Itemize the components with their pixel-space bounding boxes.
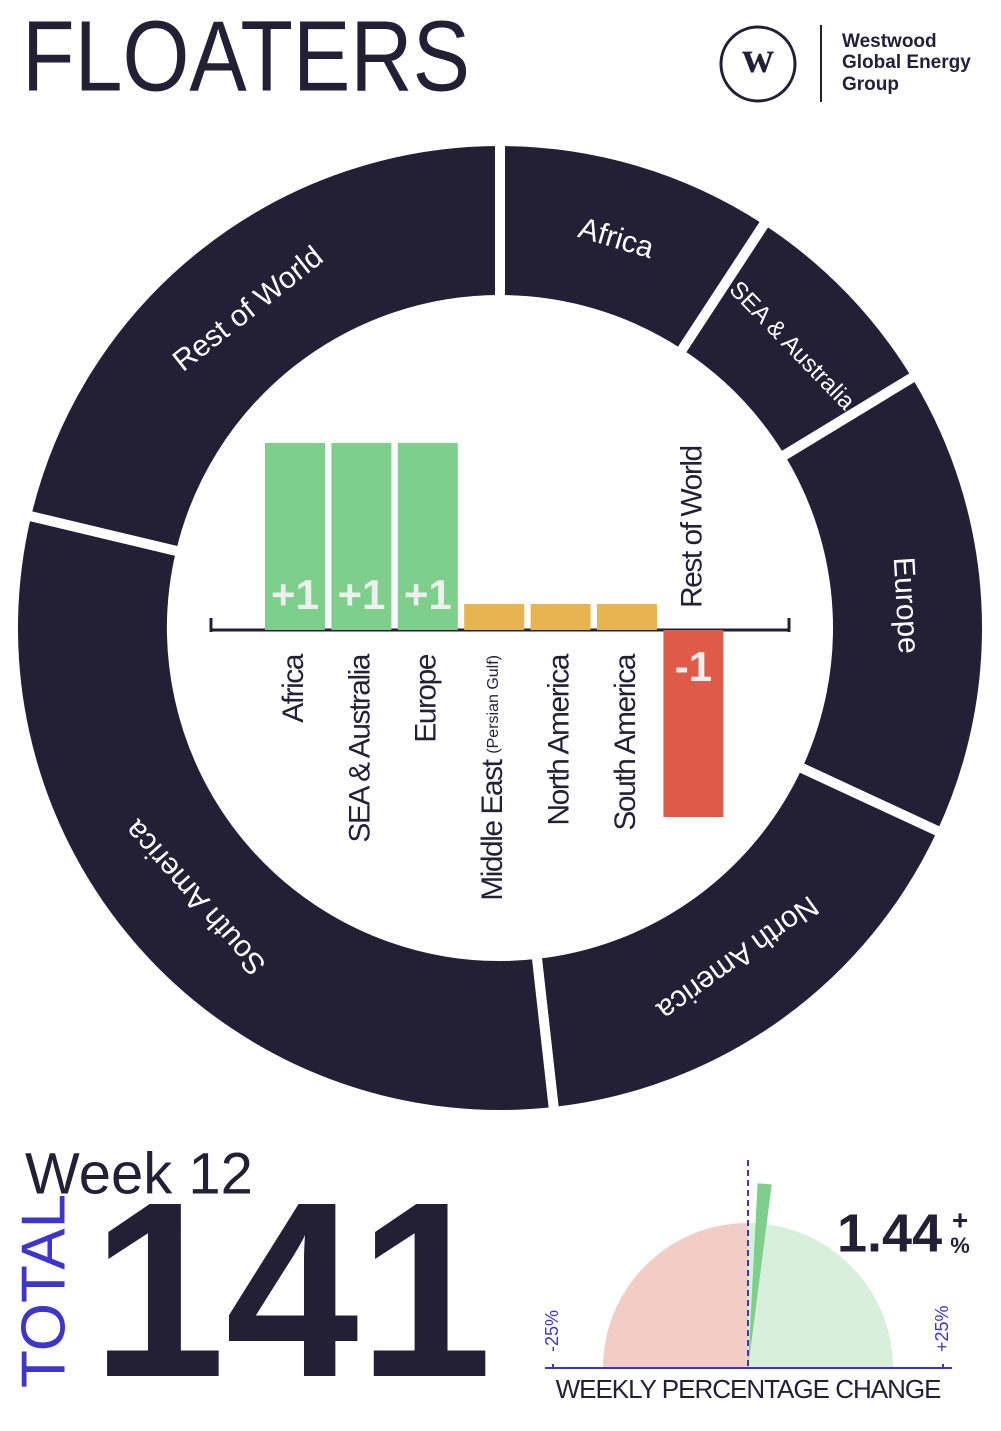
gauge-tick-label: -25% (542, 1310, 562, 1352)
category-label: Rest of World (675, 446, 708, 608)
value-label: +1 (337, 571, 385, 618)
bar (464, 604, 525, 630)
gauge-unit: % (950, 1233, 970, 1258)
category-label: North America (543, 653, 576, 825)
logo-ring (719, 25, 797, 103)
gauge-value: 1.44 (837, 1203, 942, 1263)
category-label: South America (609, 653, 642, 830)
gauge-title: WEEKLY PERCENTAGE CHANGE (556, 1374, 942, 1404)
donut-segment (20, 135, 505, 558)
category-label: Africa (277, 653, 310, 723)
logo-mark: w (742, 33, 774, 82)
category-label: Middle East (Persian Gulf) (476, 655, 509, 901)
donut-segment (530, 759, 949, 1118)
value-label: +1 (271, 571, 319, 618)
page-title: FLOATERS (22, 0, 470, 112)
bar (530, 604, 591, 630)
bar (331, 443, 392, 630)
gauge-positive (748, 1223, 893, 1368)
donut-segment (8, 509, 560, 1120)
category-label: Europe (410, 654, 443, 743)
gauge-needle (748, 1183, 772, 1368)
segment-label: Europe (887, 556, 925, 654)
bar (397, 443, 458, 630)
gauge-tick-label: +25% (932, 1305, 952, 1352)
gauge-sign: + (952, 1204, 968, 1235)
bar (597, 604, 657, 630)
bar (265, 443, 325, 630)
week-label: Week 12 (25, 1141, 253, 1206)
donut-segment (773, 368, 992, 840)
gauge-negative (603, 1223, 748, 1368)
total-label: TOTAL (9, 1194, 78, 1388)
category-label: SEA & Australia (343, 653, 376, 842)
company-name: Group (842, 74, 899, 95)
value-label: -1 (675, 643, 712, 690)
total-value: 141 (92, 1150, 492, 1429)
bar (663, 630, 724, 817)
value-label: +1 (404, 571, 452, 618)
company-name: Westwood (842, 31, 937, 52)
company-name: Global Energy (842, 52, 971, 73)
